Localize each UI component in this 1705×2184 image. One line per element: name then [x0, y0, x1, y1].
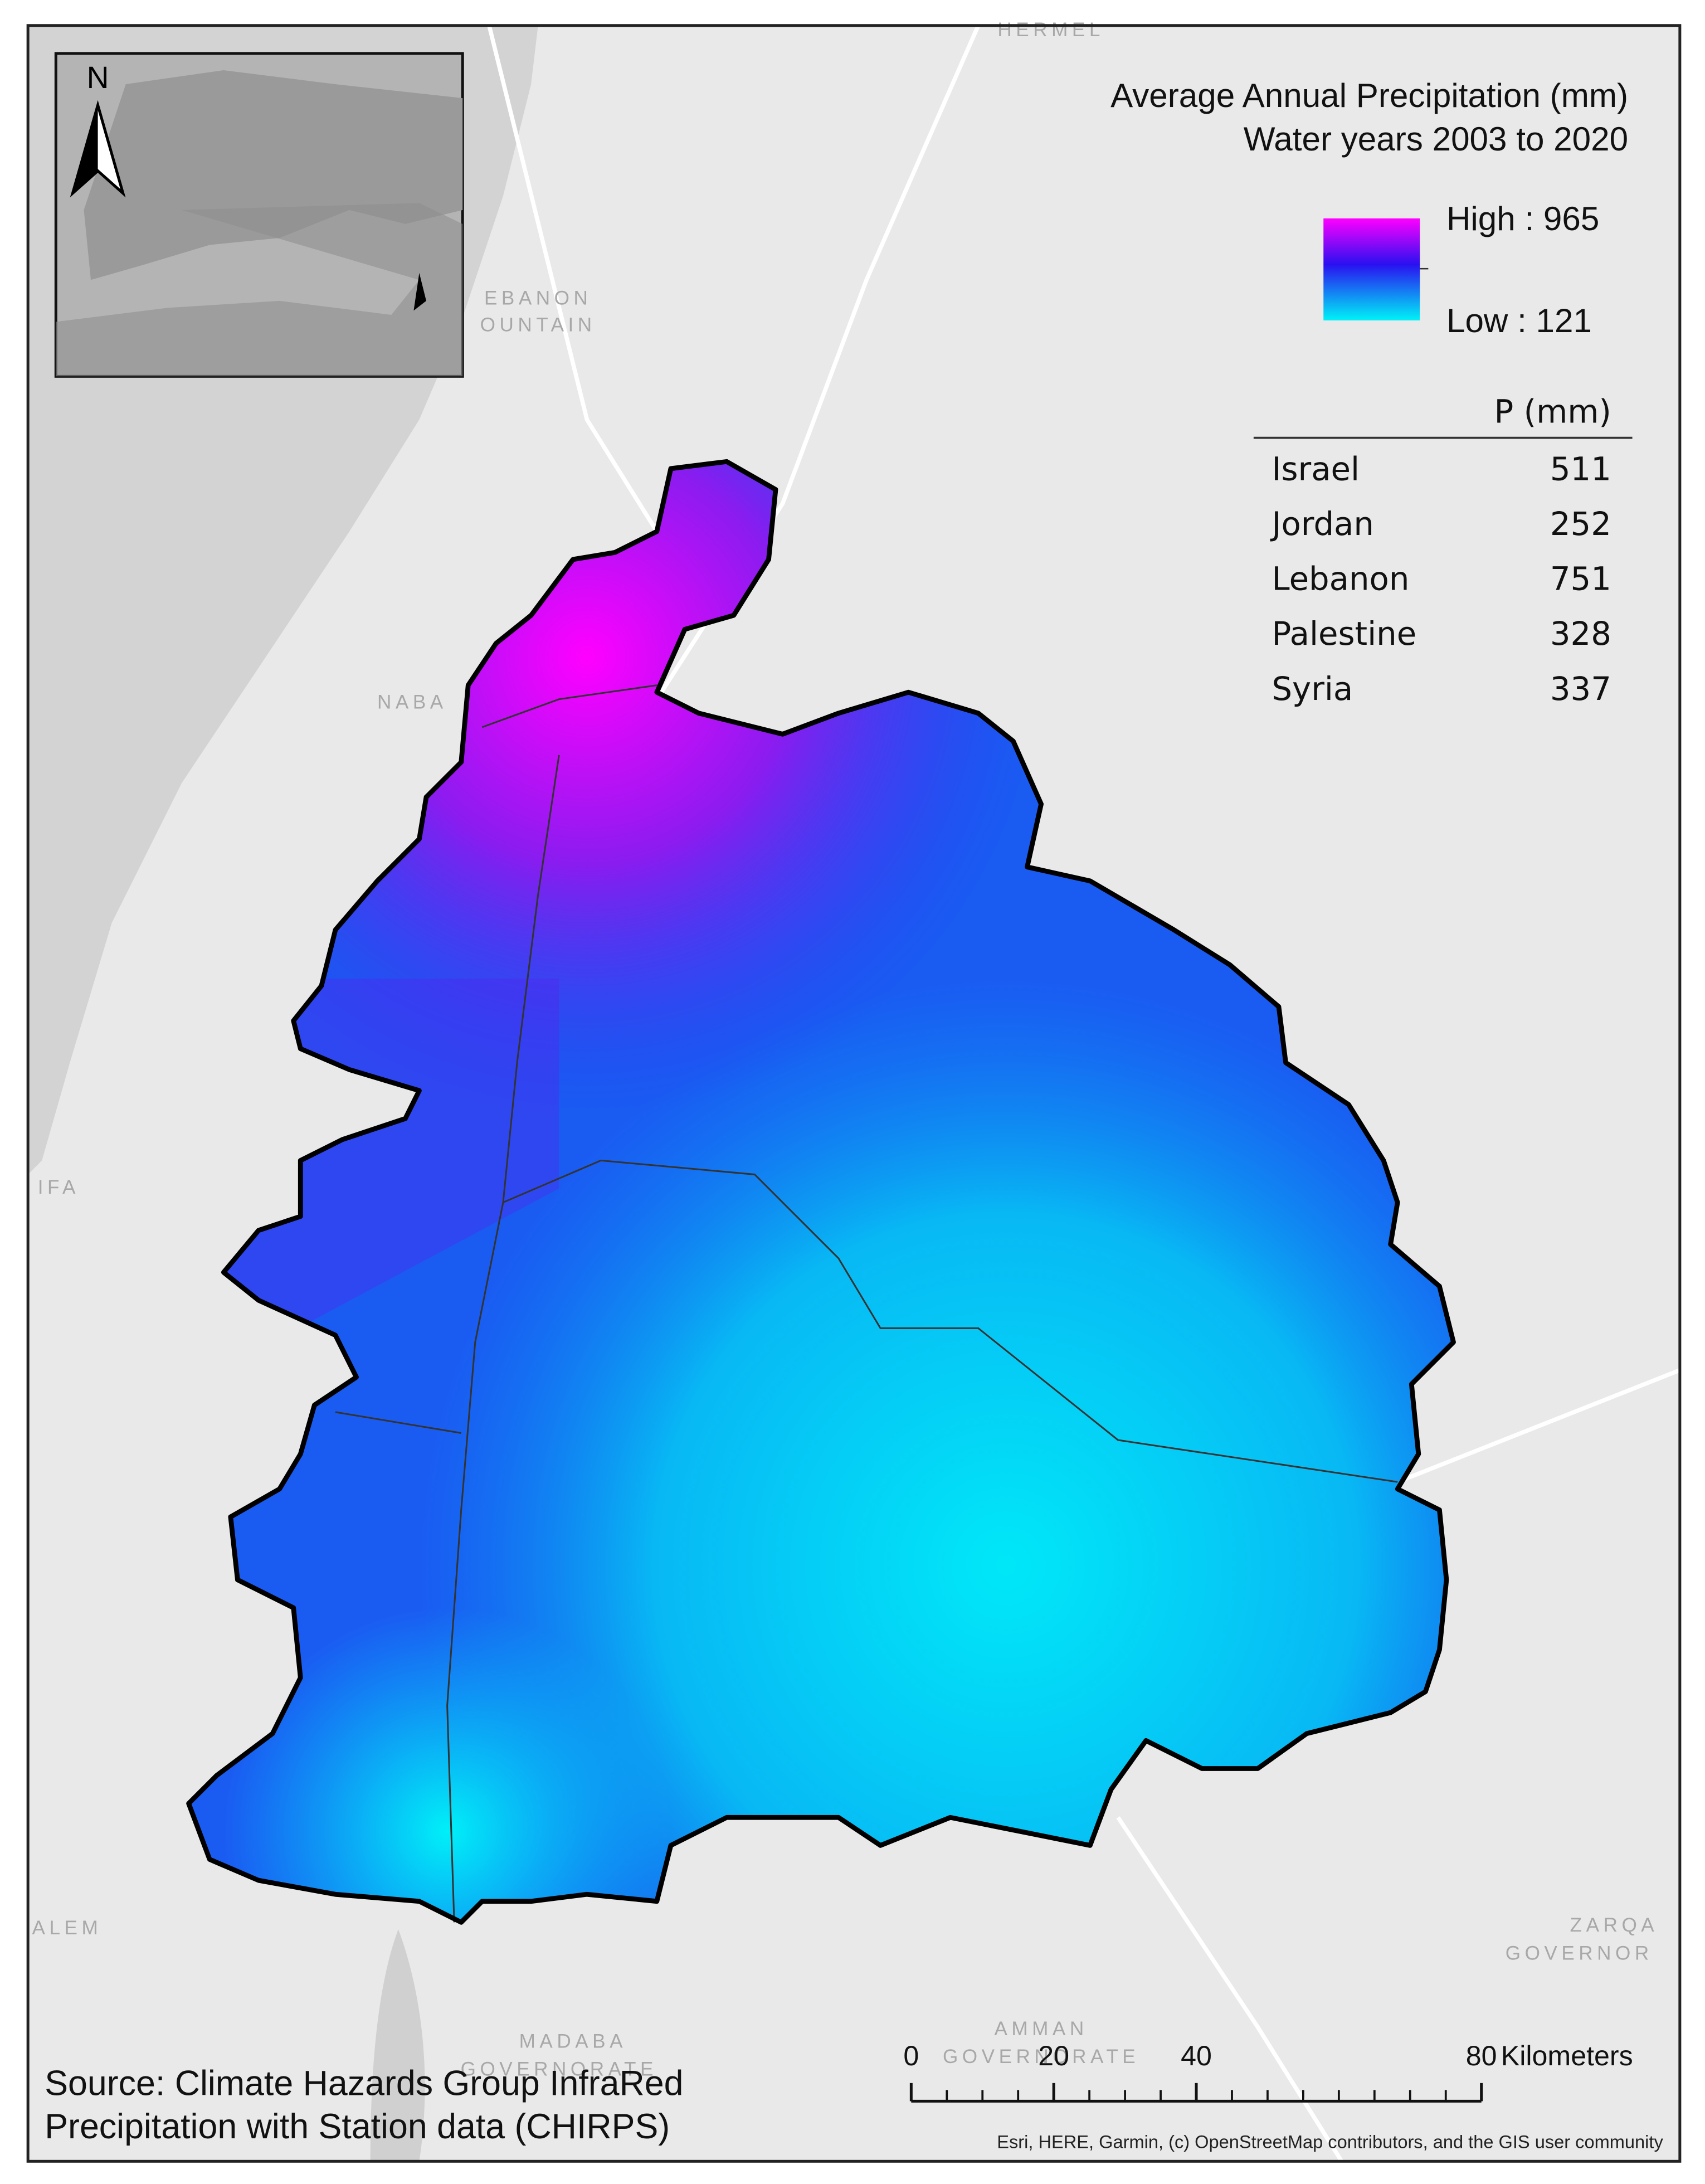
place-label: ZARQA — [1570, 1914, 1659, 1936]
dead-sea — [370, 1929, 425, 2162]
inset-map: N — [54, 52, 464, 378]
frame — [26, 24, 1682, 2163]
title: Average Annual Precipitation (mm) — [1110, 77, 1628, 114]
country-borders — [335, 684, 1398, 1923]
place-label: MADABA — [519, 2030, 627, 2052]
table-header: P (mm) — [1494, 393, 1611, 431]
scale-label: 0 — [903, 2040, 919, 2071]
table-value: 511 — [1550, 450, 1611, 488]
north-label: N — [87, 60, 109, 95]
place-label: HERMEL — [997, 19, 1104, 41]
scale-bar: 0 20 40 80 Kilometers — [903, 2040, 1633, 2103]
place-label: IFA — [38, 1176, 80, 1198]
basin-outline — [186, 459, 1456, 1925]
table-country: Israel — [1272, 450, 1360, 488]
table: Israel 511 Jordan 252 Lebanon 751 Palestine 328… — [1270, 450, 1611, 707]
legend-high: High : 965 — [1446, 200, 1599, 237]
table-country: Lebanon — [1272, 560, 1409, 598]
table-value: 328 — [1550, 615, 1611, 653]
legend-low: Low : 121 — [1446, 302, 1592, 339]
place-label: OUNTAIN — [480, 314, 596, 335]
legend-colorbar — [1323, 218, 1420, 320]
table-country: Jordan — [1270, 505, 1374, 543]
place-label: ALEM — [32, 1917, 103, 1939]
table-value: 252 — [1550, 505, 1611, 543]
scale-label: 40 — [1181, 2040, 1212, 2071]
scale-unit: Kilometers — [1501, 2040, 1633, 2071]
source: Source: Climate Hazards Group InfraRed — [45, 2064, 683, 2103]
scale-label: 20 — [1038, 2040, 1069, 2071]
source: Precipitation with Station data (CHIRPS) — [45, 2107, 670, 2146]
place-label: NABA — [377, 692, 447, 713]
place-label: AMMAN — [994, 2018, 1088, 2040]
place-label: GOVERNOR — [1506, 1942, 1653, 1964]
scale-label: 80 — [1466, 2040, 1497, 2071]
place-labels: HERMEL EBANON OUNTAIN NABA IFA ALEM MADABA GOVE… — [32, 19, 1659, 2080]
attribution: Esri, HERE, Garmin, (c) OpenStreetMap co… — [997, 2131, 1663, 2152]
place-label: EBANON — [484, 288, 592, 309]
table-value: 337 — [1550, 670, 1611, 708]
table-country: Palestine — [1272, 615, 1416, 653]
subtitle: Water years 2003 to 2020 — [1244, 120, 1628, 158]
table-value: 751 — [1550, 560, 1611, 598]
table-country: Syria — [1272, 670, 1353, 708]
place-label: GOVERNORATE — [943, 2046, 1139, 2068]
place-label: GOVERNORATE — [461, 2059, 657, 2080]
